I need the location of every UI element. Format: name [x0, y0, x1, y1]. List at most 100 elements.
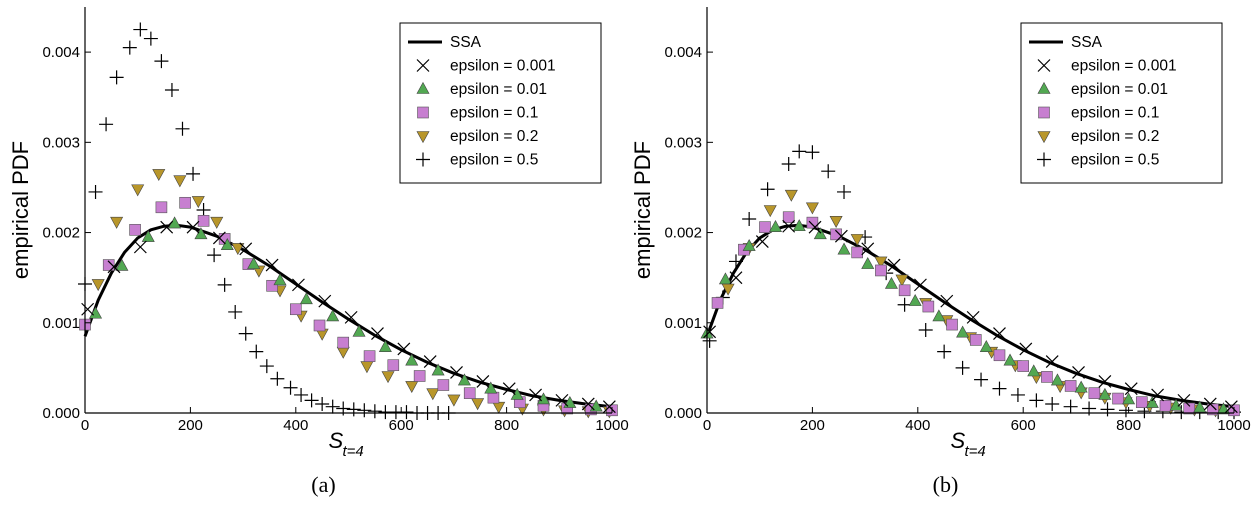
data-point [463, 387, 476, 399]
series-x-points [703, 219, 1238, 414]
legend-swatch [416, 152, 430, 167]
data-point [829, 216, 843, 228]
data-point [487, 391, 500, 404]
data-point [107, 260, 121, 274]
data-point [887, 258, 901, 272]
data-point [413, 370, 426, 382]
data-point [834, 229, 848, 243]
legend: SSA epsilon = 0.001 epsilon = 0.01 epsilon … [1020, 22, 1223, 184]
data-point [1124, 382, 1138, 396]
legend-marker [1038, 106, 1050, 119]
data-point [352, 324, 366, 337]
data-point [89, 306, 103, 319]
legend-swatch [417, 106, 429, 119]
x-axis-label-base: S [329, 428, 344, 453]
data-point [129, 224, 141, 236]
data-point [1100, 402, 1115, 417]
data-point [292, 278, 305, 292]
data-point [186, 220, 200, 234]
data-point [781, 156, 796, 171]
data-point [210, 216, 224, 229]
series-line-ssa [705, 223, 1235, 409]
data-point [152, 169, 166, 182]
data-point [602, 400, 616, 414]
legend-entry-label: epsilon = 0.1 [450, 105, 538, 122]
y-tick-label: 0.002 [664, 225, 702, 242]
data-point [164, 83, 179, 98]
data-point [703, 325, 717, 339]
data-point [1098, 374, 1112, 388]
data-point [283, 380, 298, 395]
legend-box [399, 22, 602, 184]
legend-entry-label: epsilon = 0.5 [450, 152, 538, 169]
legend-swatch [1038, 106, 1050, 119]
data-point [1151, 388, 1165, 402]
legend-box [1020, 22, 1223, 184]
legend-swatch [416, 81, 430, 94]
legend-entry-label: epsilon = 0.001 [450, 58, 556, 75]
data-point [318, 294, 332, 308]
data-point [447, 394, 461, 407]
x-tick-label: 0 [703, 417, 711, 434]
legend-entry-label: epsilon = 0.2 [1071, 128, 1159, 145]
data-point [344, 310, 358, 324]
legend-marker [1037, 152, 1051, 167]
data-point [884, 276, 898, 289]
data-point [711, 297, 724, 309]
data-point [760, 182, 775, 197]
panel-caption: (b) [933, 472, 959, 497]
data-point [81, 302, 95, 316]
series-square-points [711, 211, 1240, 417]
data-point [299, 292, 313, 305]
data-point [155, 201, 168, 214]
data-point [861, 257, 875, 269]
data-point [536, 392, 550, 405]
data-point [141, 229, 155, 242]
legend-entry-label: SSA [450, 34, 482, 51]
data-point [431, 363, 445, 376]
data-point [808, 220, 822, 234]
data-point [160, 220, 174, 234]
x-tick-label: 600 [1011, 417, 1036, 434]
data-point [1010, 387, 1025, 402]
y-tick-label: 0.003 [42, 134, 80, 151]
data-point [423, 355, 437, 368]
data-point [133, 240, 147, 254]
series-plus-points [78, 22, 456, 420]
x-tick-label: 1000 [1217, 417, 1250, 434]
data-point [922, 300, 935, 313]
data-point [259, 359, 274, 374]
data-point [742, 238, 756, 251]
data-point [238, 326, 253, 341]
data-point [782, 211, 795, 224]
legend-swatch [1037, 59, 1051, 72]
data-point [133, 22, 148, 37]
data-point [173, 175, 187, 188]
data-point [979, 340, 993, 352]
data-point [992, 381, 1007, 396]
data-point [168, 216, 182, 229]
series-line-ssa [83, 223, 613, 409]
data-point [918, 322, 933, 337]
data-point [940, 294, 954, 308]
data-point [914, 278, 927, 292]
data-point [143, 31, 158, 46]
legend-entry-label: epsilon = 0.001 [1071, 58, 1177, 75]
plot-area [700, 144, 1241, 420]
y-tick-label: 0.003 [664, 134, 702, 151]
data-point [363, 350, 376, 362]
data-point [875, 264, 887, 277]
data-point [336, 346, 350, 359]
data-point [769, 220, 783, 232]
data-point [1224, 400, 1238, 414]
data-point [1045, 355, 1059, 368]
data-point [908, 293, 922, 306]
x-tick-label: 0 [81, 417, 89, 434]
legend-marker [417, 106, 429, 119]
data-point [898, 284, 911, 297]
data-point [897, 297, 912, 312]
data-point [1064, 380, 1077, 392]
data-point [191, 196, 205, 209]
data-point [249, 344, 264, 359]
